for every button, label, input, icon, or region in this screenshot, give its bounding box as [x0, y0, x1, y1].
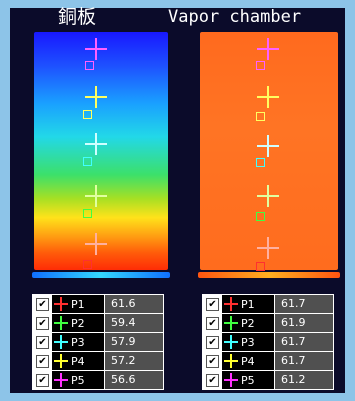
vc-marker-p2-icon[interactable]: [257, 185, 279, 207]
copper-marker-p2-icon[interactable]: [85, 185, 107, 207]
checkbox-p1[interactable]: ✔: [36, 297, 49, 311]
crosshair-magenta-icon: [224, 373, 238, 387]
temperature-value: 61.7: [275, 352, 333, 370]
checkbox-p3[interactable]: ✔: [206, 335, 219, 349]
crosshair-yellow-icon: [54, 354, 68, 368]
copper-plate-thermal-image: [34, 32, 168, 270]
title-vapor-chamber: Vapor chamber: [168, 7, 302, 27]
point-label: P3: [241, 335, 255, 349]
table-row: ✔ P2 59.4: [33, 314, 163, 333]
checkbox-p3[interactable]: ✔: [36, 335, 49, 349]
point-label: P5: [71, 373, 85, 387]
checkbox-p2[interactable]: ✔: [206, 316, 219, 330]
table-row: ✔ P4 57.2: [33, 352, 163, 371]
temperature-value: 56.6: [105, 371, 163, 389]
checkbox-p1[interactable]: ✔: [206, 297, 219, 311]
checkbox-p4[interactable]: ✔: [206, 354, 219, 368]
vc-marker-p3-box: [256, 158, 265, 167]
copper-marker-p1-icon[interactable]: [85, 233, 107, 255]
table-row: ✔ P1 61.6: [33, 295, 163, 314]
point-label: P2: [241, 316, 255, 330]
vc-marker-p5-icon[interactable]: [257, 38, 279, 60]
table-row: ✔ P5 56.6: [33, 371, 163, 389]
table-row: ✔ P3 61.7: [203, 333, 333, 352]
temperature-value: 57.2: [105, 352, 163, 370]
checkbox-p5[interactable]: ✔: [36, 373, 49, 387]
checkbox-p2[interactable]: ✔: [36, 316, 49, 330]
temperature-value: 61.6: [105, 295, 163, 313]
point-label: P4: [241, 354, 255, 368]
copper-marker-p4-icon[interactable]: [85, 86, 107, 108]
vc-marker-p1-box: [256, 262, 265, 271]
vc-marker-p3-icon[interactable]: [257, 135, 279, 157]
copper-temperature-table: ✔ P1 61.6 ✔ P2 59.4 ✔ P3 57.9 ✔ P4 57.2 …: [32, 294, 164, 390]
point-label: P3: [71, 335, 85, 349]
copper-marker-p3-icon[interactable]: [85, 133, 107, 155]
vc-marker-p2-box: [256, 212, 265, 221]
table-row: ✔ P3 57.9: [33, 333, 163, 352]
vc-marker-p4-icon[interactable]: [257, 86, 279, 108]
vc-marker-p1-icon[interactable]: [257, 237, 279, 259]
vapor-chamber-base: [198, 272, 340, 278]
checkbox-p5[interactable]: ✔: [206, 373, 219, 387]
table-row: ✔ P1 61.7: [203, 295, 333, 314]
crosshair-cyan-icon: [224, 335, 238, 349]
crosshair-red-icon: [54, 297, 68, 311]
table-row: ✔ P5 61.2: [203, 371, 333, 389]
copper-marker-p5-icon[interactable]: [85, 38, 107, 60]
point-label: P1: [241, 297, 255, 311]
copper-plate-base: [32, 272, 170, 278]
temperature-value: 61.2: [275, 371, 333, 389]
point-label: P4: [71, 354, 85, 368]
vc-marker-p4-box: [256, 112, 265, 121]
copper-marker-p5-box: [85, 61, 94, 70]
temperature-value: 57.9: [105, 333, 163, 351]
copper-marker-p2-box: [83, 209, 92, 218]
point-label: P1: [71, 297, 85, 311]
table-row: ✔ P2 61.9: [203, 314, 333, 333]
table-row: ✔ P4 61.7: [203, 352, 333, 371]
crosshair-magenta-icon: [54, 373, 68, 387]
crosshair-yellow-icon: [224, 354, 238, 368]
crosshair-green-icon: [54, 316, 68, 330]
temperature-value: 61.7: [275, 295, 333, 313]
temperature-value: 59.4: [105, 314, 163, 332]
crosshair-cyan-icon: [54, 335, 68, 349]
vapor-chamber-temperature-table: ✔ P1 61.7 ✔ P2 61.9 ✔ P3 61.7 ✔ P4 61.7 …: [202, 294, 334, 390]
point-label: P5: [241, 373, 255, 387]
copper-marker-p3-box: [83, 157, 92, 166]
temperature-value: 61.9: [275, 314, 333, 332]
checkbox-p4[interactable]: ✔: [36, 354, 49, 368]
crosshair-red-icon: [224, 297, 238, 311]
vc-marker-p5-box: [256, 61, 265, 70]
copper-marker-p4-box: [83, 110, 92, 119]
temperature-value: 61.7: [275, 333, 333, 351]
point-label: P2: [71, 316, 85, 330]
vapor-chamber-thermal-image: [200, 32, 338, 270]
title-copper-plate: 銅板: [58, 6, 97, 28]
crosshair-green-icon: [224, 316, 238, 330]
copper-marker-p1-box: [83, 260, 92, 269]
